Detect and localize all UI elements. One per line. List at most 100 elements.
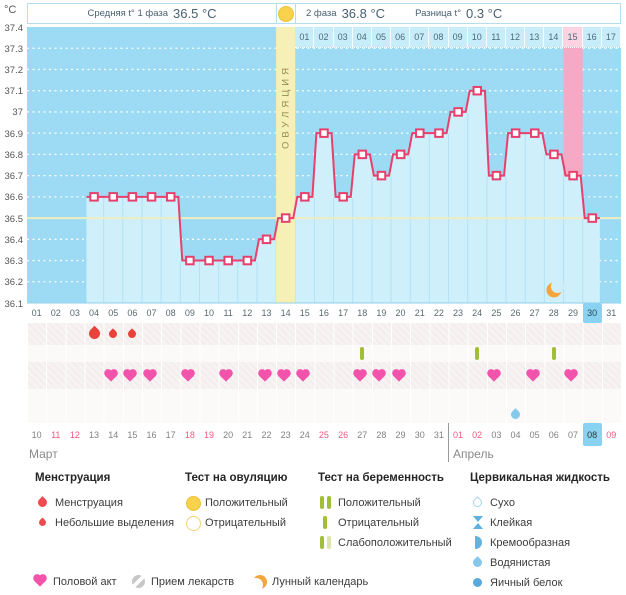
date-cell[interactable]: 05 — [529, 429, 540, 440]
cycle-day-cell[interactable]: 22 — [433, 308, 444, 318]
date-cell[interactable]: 24 — [299, 429, 310, 440]
date-cell[interactable]: 31 — [433, 429, 444, 440]
cycle-day-cell[interactable]: 21 — [414, 308, 425, 318]
temp-point-day-10[interactable] — [204, 255, 214, 266]
date-cell[interactable]: 27 — [357, 429, 368, 440]
cycle-day-cell[interactable]: 02 — [50, 308, 61, 318]
cycle-day-cell[interactable]: 17 — [338, 308, 349, 318]
cycle-day-cell[interactable]: 30 — [582, 303, 602, 323]
temp-point-day-6[interactable] — [127, 192, 138, 202]
cycle-day-cell[interactable]: 29 — [567, 308, 578, 318]
temp-point-day-16[interactable] — [319, 128, 329, 138]
temp-point-day-14[interactable] — [280, 213, 291, 223]
cycle-day-cell[interactable]: 09 — [184, 308, 195, 318]
temp-point-day-27[interactable] — [530, 128, 540, 138]
date-cell[interactable]: 03 — [491, 429, 502, 440]
cycle-day-cell[interactable]: 16 — [318, 308, 329, 318]
temp-point-day-5[interactable] — [108, 192, 118, 202]
dpo-day-cell[interactable]: 03 — [333, 27, 353, 47]
cycle-day-cell[interactable]: 19 — [376, 308, 387, 318]
cycle-day-cell[interactable]: 06 — [127, 308, 138, 318]
temp-point-day-21[interactable] — [415, 128, 425, 138]
cycle-day-cell[interactable]: 18 — [357, 308, 368, 318]
temp-point-day-29[interactable] — [568, 170, 578, 181]
date-cell[interactable]: 02 — [472, 429, 483, 440]
date-cell[interactable]: 11 — [51, 429, 61, 440]
cycle-day-cell[interactable]: 23 — [453, 308, 464, 318]
date-cell[interactable]: 14 — [108, 429, 119, 440]
cycle-day-cell[interactable]: 05 — [108, 308, 119, 318]
temp-point-day-17[interactable] — [338, 192, 348, 202]
date-cell[interactable]: 06 — [548, 429, 559, 440]
temp-point-day-22[interactable] — [434, 128, 444, 138]
date-cell[interactable]: 20 — [223, 429, 234, 440]
temp-point-day-19[interactable] — [376, 170, 387, 181]
date-cell[interactable]: 19 — [203, 429, 214, 440]
cycle-day-cell[interactable]: 28 — [548, 308, 559, 318]
date-cell[interactable]: 18 — [184, 429, 195, 440]
dpo-day-cell[interactable]: 04 — [352, 27, 372, 47]
dpo-day-cell[interactable]: 01 — [295, 27, 315, 47]
cycle-day-cell[interactable]: 26 — [510, 308, 521, 318]
date-cell[interactable]: 26 — [338, 429, 349, 440]
dpo-day-cell[interactable]: 07 — [410, 27, 430, 47]
date-cell[interactable]: 08 — [582, 423, 602, 446]
date-cell[interactable]: 23 — [280, 429, 291, 440]
cycle-day-cell[interactable]: 03 — [69, 308, 80, 318]
date-cell[interactable]: 17 — [165, 429, 176, 440]
cycle-day-cell[interactable]: 12 — [242, 308, 253, 318]
cycle-day-cell[interactable]: 20 — [395, 308, 406, 318]
date-cell[interactable]: 15 — [127, 429, 138, 440]
date-cell[interactable]: 09 — [606, 429, 617, 440]
temp-point-day-20[interactable] — [395, 149, 406, 160]
date-cell[interactable]: 25 — [318, 429, 329, 440]
date-cell[interactable]: 13 — [89, 429, 100, 440]
dpo-day-cell[interactable]: 12 — [505, 27, 526, 47]
temp-point-day-12[interactable] — [242, 255, 253, 266]
temp-point-day-23[interactable] — [453, 107, 463, 117]
cycle-day-cell[interactable]: 31 — [606, 308, 617, 318]
dpo-day-cell[interactable]: 02 — [314, 27, 334, 47]
dpo-day-cell[interactable]: 17 — [601, 27, 621, 47]
cycle-day-cell[interactable]: 25 — [491, 308, 502, 318]
dpo-day-cell[interactable]: 09 — [448, 27, 468, 47]
temp-point-day-9[interactable] — [185, 255, 195, 266]
dpo-day-cell[interactable]: 16 — [582, 27, 602, 47]
date-cell[interactable]: 22 — [261, 429, 272, 440]
cycle-day-cell[interactable]: 08 — [165, 308, 176, 318]
temp-point-day-18[interactable] — [357, 149, 368, 160]
date-cell[interactable]: 21 — [242, 429, 253, 440]
date-cell[interactable]: 01 — [453, 429, 464, 440]
temp-point-day-24[interactable] — [472, 85, 483, 96]
cycle-day-cell[interactable]: 13 — [261, 308, 272, 318]
dpo-day-cell[interactable]: 13 — [525, 27, 545, 47]
cycle-day-cell[interactable]: 27 — [529, 308, 540, 318]
cycle-day-cell[interactable]: 04 — [89, 308, 100, 318]
cycle-day-cell[interactable]: 15 — [299, 308, 310, 318]
dpo-day-cell[interactable]: 05 — [371, 27, 392, 47]
temp-point-day-26[interactable] — [510, 128, 521, 138]
temp-point-day-13[interactable] — [261, 234, 272, 245]
cycle-day-cell[interactable]: 24 — [472, 308, 483, 318]
dpo-day-cell[interactable]: 06 — [391, 27, 411, 47]
temp-point-day-4[interactable] — [89, 192, 99, 202]
temp-point-day-8[interactable] — [165, 192, 176, 202]
dpo-day-cell[interactable]: 08 — [429, 27, 449, 47]
dpo-day-cell[interactable]: 14 — [544, 27, 564, 47]
temp-point-day-30[interactable] — [587, 213, 598, 223]
temp-point-day-28[interactable] — [549, 149, 559, 160]
cycle-day-cell[interactable]: 07 — [146, 308, 157, 318]
cycle-day-cell[interactable]: 01 — [31, 308, 42, 318]
temp-point-day-15[interactable] — [300, 192, 310, 202]
dpo-day-cell[interactable]: 10 — [467, 27, 487, 47]
dpo-day-cell[interactable]: 11 — [486, 27, 506, 47]
date-cell[interactable]: 16 — [146, 429, 157, 440]
date-cell[interactable]: 10 — [31, 429, 42, 440]
cycle-day-cell[interactable]: 11 — [223, 308, 233, 318]
date-cell[interactable]: 28 — [376, 429, 387, 440]
dpo-day-cell[interactable]: 15 — [563, 27, 583, 47]
temp-point-day-25[interactable] — [491, 170, 502, 181]
cycle-day-cell[interactable]: 14 — [280, 308, 291, 318]
date-cell[interactable]: 04 — [510, 429, 521, 440]
date-cell[interactable]: 12 — [69, 429, 80, 440]
